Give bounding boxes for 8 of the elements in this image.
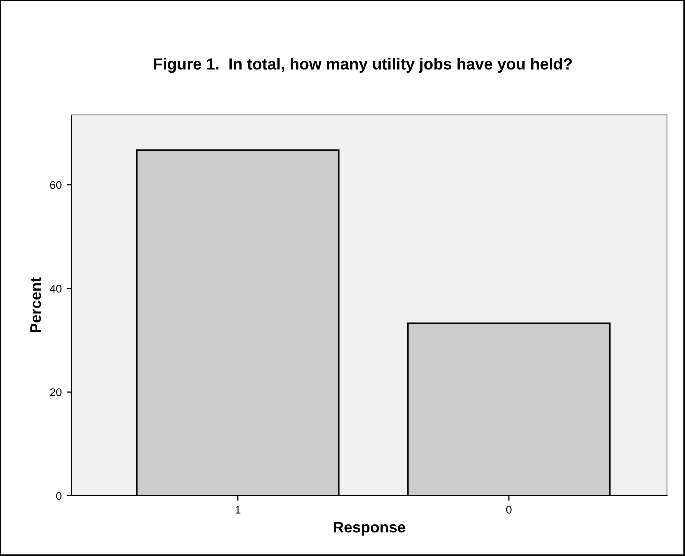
y-tick-label: 60 bbox=[50, 181, 62, 190]
y-tick-label: 20 bbox=[50, 388, 62, 396]
y-tick-label: 0 bbox=[56, 492, 62, 500]
y-tick-label: 40 bbox=[50, 284, 62, 293]
x-axis-title: Response bbox=[334, 522, 406, 536]
y-axis-title: Percent bbox=[30, 278, 42, 333]
x-tick-label: 1 bbox=[236, 506, 241, 514]
chart-title: Figure 1. In total, how many utility jobs have you held? bbox=[154, 58, 572, 74]
